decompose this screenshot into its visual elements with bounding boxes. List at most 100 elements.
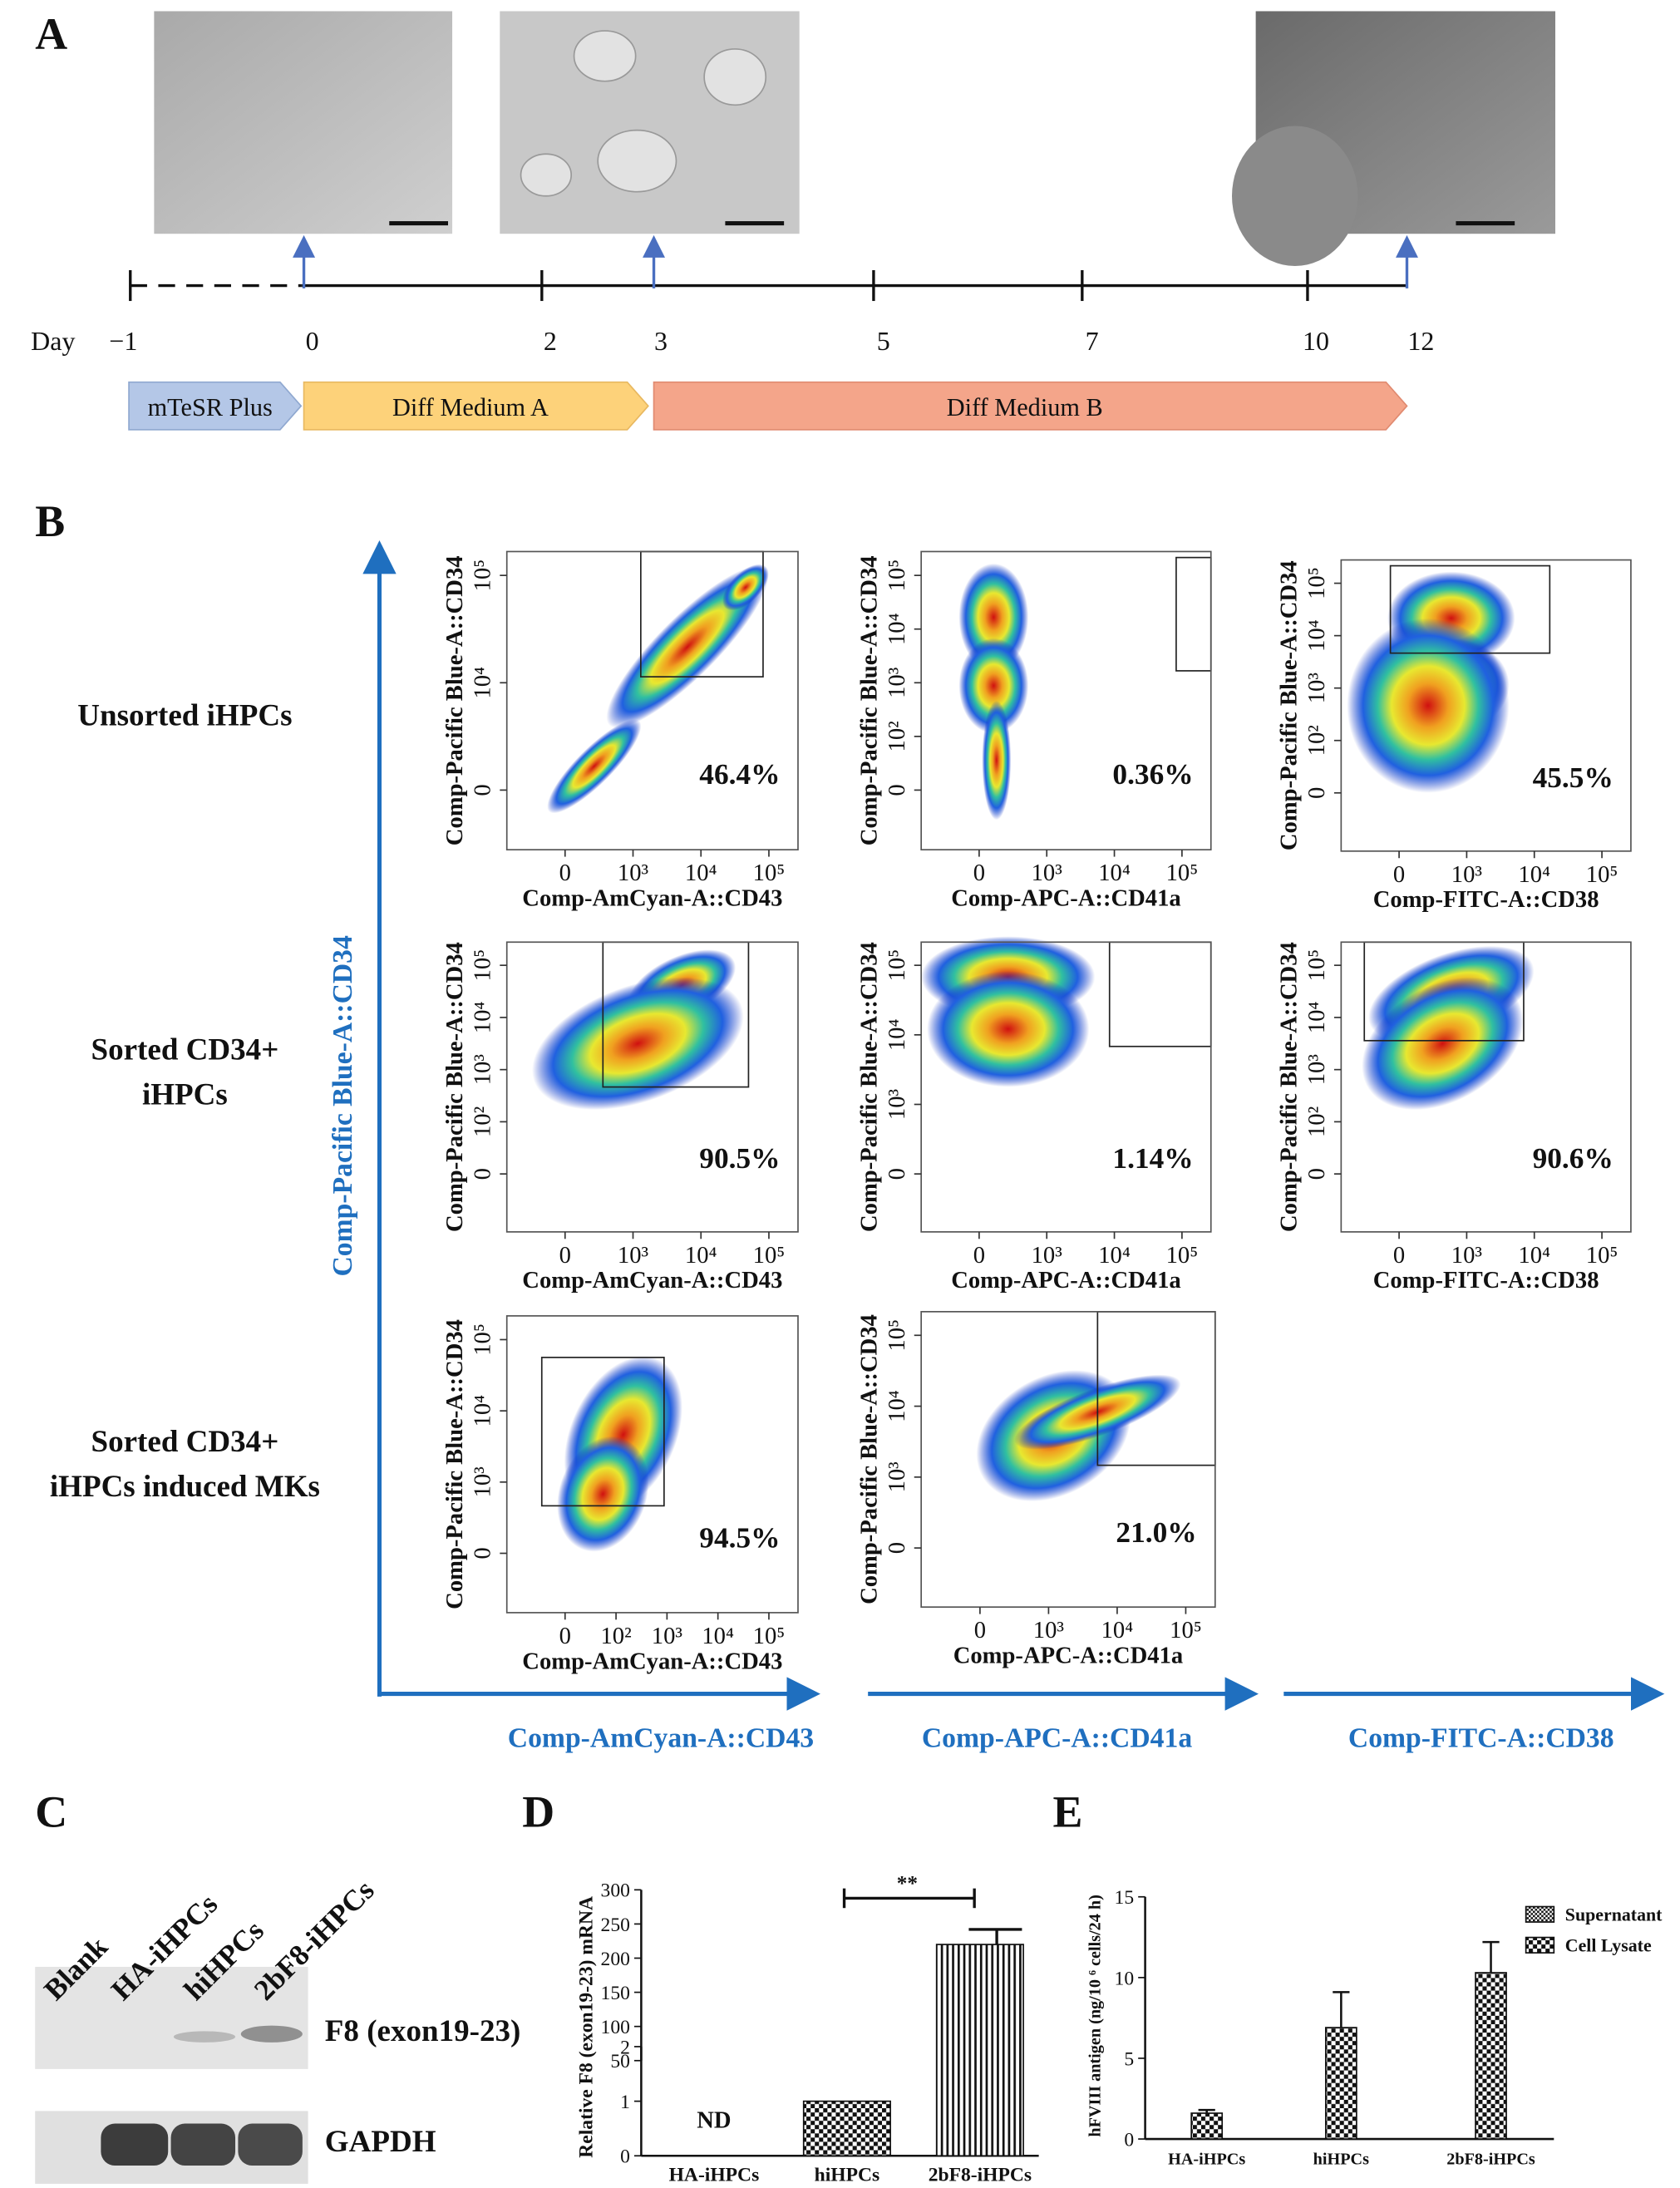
x-tick-label: 10⁴: [1518, 861, 1550, 888]
x-tick-label: 10³: [1032, 1242, 1063, 1269]
y-tick-label: 10⁴: [470, 667, 496, 699]
y-tick-label: 10⁴: [1303, 1002, 1330, 1034]
y-tick-label: 10³: [470, 1054, 496, 1086]
day-tick: 7: [1086, 326, 1099, 356]
bar: [1475, 1972, 1507, 2140]
x-axis-title: Comp-APC-A::CD41a: [922, 1723, 1192, 1754]
y-tick-label: 10⁴: [470, 1395, 496, 1427]
gate-percent: 46.4%: [699, 757, 780, 791]
density: [1347, 618, 1510, 793]
y-tick-label: 200: [601, 1949, 630, 1970]
blot-band: [170, 2123, 236, 2166]
x-tick-label: HA-iHPCs: [1168, 2150, 1245, 2168]
timeline-ticks: [129, 270, 1309, 302]
x-tick-label: HA-iHPCs: [669, 2165, 760, 2186]
x-tick-label: 10⁴: [702, 1623, 734, 1649]
plot-frame: [505, 941, 799, 1233]
y-tick-label: 10⁵: [470, 559, 496, 592]
x-tick-label: hiHPCs: [1313, 2150, 1369, 2168]
plot-y-label: Comp-Pacific Blue-A::CD34: [1275, 560, 1302, 850]
panel-label: A: [35, 9, 67, 59]
y-tick-label: 10⁵: [1303, 949, 1330, 982]
y-tick-label: 0: [470, 1168, 496, 1180]
gate: [1175, 556, 1212, 672]
y-tick-label: 0: [1124, 2129, 1134, 2151]
plot-frame: [1340, 941, 1632, 1233]
plot-frame: [920, 941, 1212, 1233]
panel-label: E: [1052, 1787, 1082, 1837]
y-tick-label: 10²: [884, 721, 910, 752]
row-label: Sorted CD34+: [91, 1033, 279, 1067]
colony: [573, 30, 637, 82]
gate-percent: 90.6%: [1533, 1141, 1613, 1175]
day-tick: 0: [306, 326, 319, 356]
y-tick-label: 250: [601, 1914, 630, 1936]
y-tick-label: 10⁴: [884, 613, 910, 645]
blot-band: [173, 2031, 236, 2043]
gate-percent: 94.5%: [699, 1520, 780, 1554]
blot-membrane: [35, 1966, 308, 2069]
colony: [520, 153, 573, 197]
annotation: **: [897, 1871, 918, 1895]
x-tick-label: 10³: [618, 1242, 649, 1269]
plot-y-label: Comp-Pacific Blue-A::CD34: [441, 1319, 468, 1609]
y-tick-label: 10⁴: [470, 1002, 496, 1034]
x-tick-label: 0: [973, 1242, 985, 1269]
bar: [1190, 2112, 1224, 2140]
x-tick-label: 10⁵: [1170, 1617, 1202, 1643]
x-tick-label: 10⁵: [1166, 1242, 1199, 1269]
y-tick-label: 10³: [884, 1461, 910, 1493]
panel-label: C: [35, 1787, 67, 1837]
plot-x-label: Comp-AmCyan-A::CD43: [522, 885, 782, 912]
scale-bar: [1456, 221, 1515, 226]
stage-label: Diff Medium A: [392, 393, 549, 421]
y-tick-label: 0: [470, 1547, 496, 1559]
bar: [1324, 2027, 1357, 2140]
stage-arrow: [128, 381, 303, 431]
blot-band: [101, 2123, 169, 2166]
plot-y-label: Comp-Pacific Blue-A::CD34: [855, 942, 882, 1232]
y-tick-label: 0: [884, 1542, 910, 1554]
y-tick-label: 10⁵: [884, 1319, 910, 1352]
density: [1362, 977, 1524, 1111]
x-tick-label: 2bF8-iHPCs: [1446, 2150, 1535, 2168]
density: [958, 563, 1029, 671]
x-tick-label: 0: [1393, 861, 1405, 888]
plot-frame: [920, 1311, 1216, 1609]
plot-y-label: Comp-Pacific Blue-A::CD34: [855, 555, 882, 845]
x-tick-label: 10⁴: [1518, 1242, 1550, 1269]
x-tick-label: 10⁵: [753, 860, 786, 886]
stage-arrow: [303, 381, 649, 431]
x-tick-label: 10⁵: [753, 1623, 786, 1649]
density: [927, 971, 1090, 1087]
gate: [540, 1357, 665, 1507]
plot-frame: [920, 550, 1212, 850]
day-tick: 10: [1303, 326, 1329, 356]
y-tick-label: 150: [601, 1983, 630, 2004]
x-tick-label: 10⁴: [1101, 1617, 1134, 1643]
x-tick-label: 0: [559, 1242, 571, 1269]
gate-percent: 0.36%: [1112, 757, 1193, 791]
y-tick-label: 10⁵: [1303, 567, 1330, 599]
x-tick-label: 10⁵: [1166, 860, 1199, 886]
gate: [1108, 941, 1212, 1047]
x-tick-label: 10⁵: [1586, 1242, 1618, 1269]
row-label: Sorted CD34+: [91, 1425, 279, 1459]
blot-band: [238, 2123, 303, 2166]
gate-percent: 21.0%: [1116, 1515, 1196, 1549]
y-tick-label: 100: [601, 2017, 630, 2038]
x-tick-label: 10⁴: [685, 1242, 717, 1269]
y-tick-label: 15: [1115, 1887, 1135, 1909]
x-tick-label: 10⁴: [685, 860, 717, 886]
plot-frame: [1340, 559, 1632, 852]
row-label: iHPCs: [142, 1078, 228, 1112]
x-tick-label: 10³: [1033, 1617, 1065, 1643]
x-tick-label: 10⁴: [1098, 860, 1131, 886]
legend-swatch: [1525, 1905, 1555, 1923]
y-tick-label: 10²: [1303, 1106, 1330, 1137]
time-arrows: [293, 234, 1418, 288]
y-tick-label: 300: [601, 1880, 630, 1902]
legend-label: Supernatant: [1565, 1904, 1663, 1924]
micrograph: [154, 11, 453, 234]
plot-x-label: Comp-AmCyan-A::CD43: [522, 1648, 782, 1674]
